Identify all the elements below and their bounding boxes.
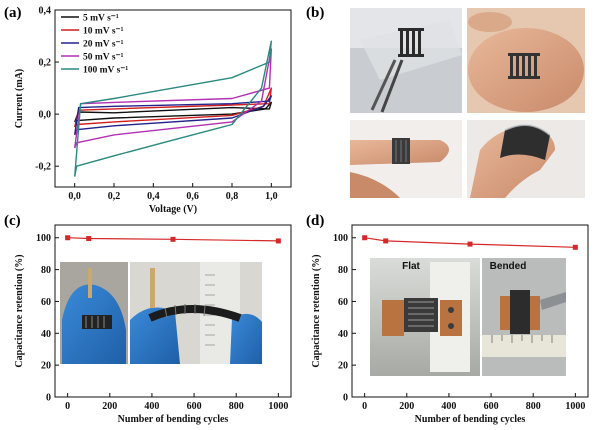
y-tick-label: 0,4: [39, 6, 52, 17]
x-tick-label: 200: [102, 401, 117, 412]
y-tick-label: 100: [333, 233, 348, 244]
retention-point: [383, 238, 389, 244]
x-tick-label: 600: [484, 401, 499, 412]
y-tick-label: 80: [338, 265, 348, 276]
retention-point: [572, 244, 578, 250]
photo-inset-d-lab: Flat Bended: [370, 258, 566, 376]
cv-curve-3: [74, 48, 272, 149]
legend-entry: 50 mV s⁻¹: [83, 53, 124, 63]
photo-inset-c-gloves: [60, 262, 262, 364]
y-tick-label: 40: [41, 329, 51, 340]
y-tick-label: 20: [338, 361, 348, 372]
x-tick-label: 1000: [565, 401, 585, 412]
y-tick-label: -0,2: [35, 162, 51, 173]
x-tick-label: 800: [526, 401, 541, 412]
retention-point: [170, 236, 176, 242]
legend-entry: 10 mV s⁻¹: [83, 27, 124, 37]
x-axis-label: Number of bending cycles: [118, 414, 229, 425]
cv-curve-2: [74, 95, 272, 136]
photo-electrode-tweezers: [350, 8, 462, 113]
chart-a: 0,0 0,2 0,4 0,6 0,8 1,0 -0,2 0,0 0,2 0,4 Voltage (…: [14, 6, 292, 215]
x-axis-label: Voltage (V): [149, 204, 197, 215]
photo-label-flat: Flat: [402, 261, 420, 272]
y-axis-label: Current (mA): [14, 69, 25, 129]
retention-point: [467, 241, 473, 247]
chart-d: 0 200 400 600 800 1000 0 20 40 60 80 100 Number of b…: [311, 224, 589, 425]
x-axis-label: Number of bending cycles: [415, 414, 526, 425]
retention-point: [275, 238, 281, 244]
chart-c: 0 200 400 600 800 1000 0 20 40 60 80 100 Number of b…: [14, 224, 292, 425]
photo-label-bended: Bended: [490, 261, 527, 272]
x-tick-label: 0,8: [226, 191, 239, 202]
x-tick-label: 400: [441, 401, 456, 412]
x-tick-label: 0,4: [147, 191, 160, 202]
y-tick-label: 0,0: [39, 110, 52, 121]
cv-curve-4: [74, 40, 272, 177]
retention-line: [67, 237, 279, 242]
legend-entry: 5 mV s⁻¹: [83, 14, 119, 24]
x-tick-label: 400: [144, 401, 159, 412]
x-tick-label: 600: [187, 401, 202, 412]
panel-label-c: (c): [4, 213, 21, 229]
retention-point: [65, 235, 71, 241]
retention-line: [364, 237, 576, 248]
x-tick-label: 0,6: [186, 191, 199, 202]
legend-entry: 100 mV s⁻¹: [83, 66, 128, 76]
retention-point: [362, 235, 368, 241]
cv-curve-1: [74, 87, 272, 128]
photo-finger-bent: [467, 120, 585, 198]
x-tick-label: 0: [362, 401, 367, 412]
retention-point: [86, 236, 92, 242]
plot-frame-d: [351, 224, 589, 398]
x-tick-label: 0,0: [68, 191, 81, 202]
y-tick-label: 100: [36, 233, 51, 244]
photo-electrode-on-hand: [467, 8, 585, 113]
y-tick-label: 20: [41, 361, 51, 372]
panel-label-b: (b): [306, 5, 324, 21]
x-tick-label: 200: [399, 401, 414, 412]
panel-label-d: (d): [306, 213, 324, 229]
y-tick-label: 60: [41, 297, 51, 308]
y-tick-label: 40: [338, 329, 348, 340]
y-axis-label: Capacitance retention (%): [14, 254, 25, 367]
plot-frame-c: [54, 224, 292, 398]
photo-finger-straight: [350, 120, 462, 198]
y-tick-label: 0: [46, 393, 51, 404]
x-tick-label: 0: [65, 401, 70, 412]
y-axis-label: Capacitance retention (%): [311, 254, 322, 367]
plot-frame-a: [54, 9, 292, 188]
y-tick-label: 80: [41, 265, 51, 276]
x-tick-label: 800: [229, 401, 244, 412]
cv-curve-0: [74, 101, 272, 123]
y-tick-label: 0: [343, 393, 348, 404]
x-tick-label: 0,2: [108, 191, 121, 202]
y-tick-label: 60: [338, 297, 348, 308]
y-tick-label: 0,2: [39, 58, 52, 69]
x-tick-label: 1000: [268, 401, 288, 412]
panel-label-a: (a): [4, 5, 22, 21]
legend-entry: 20 mV s⁻¹: [83, 40, 124, 50]
x-tick-label: 1,0: [265, 191, 278, 202]
